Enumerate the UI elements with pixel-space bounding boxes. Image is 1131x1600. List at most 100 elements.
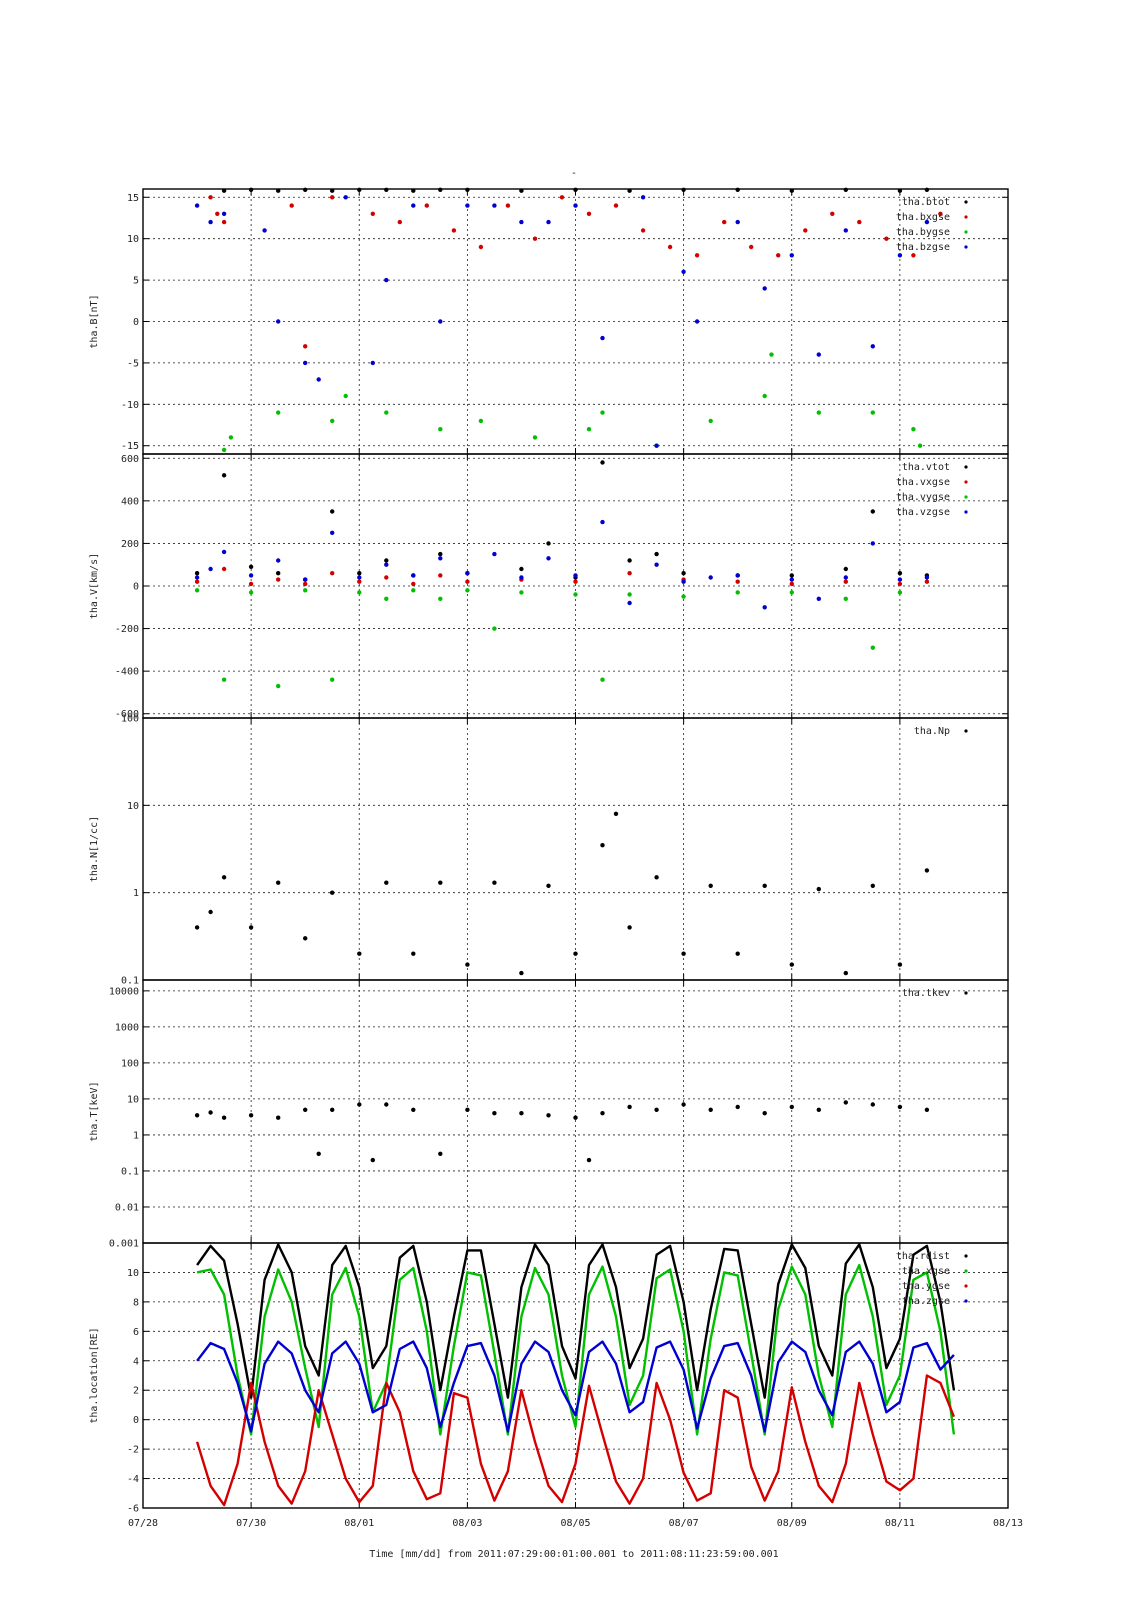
data-point [870, 509, 875, 514]
data-point [330, 418, 335, 424]
data-point [627, 1104, 632, 1110]
data-point [857, 219, 862, 225]
y-tick-label: 100 [121, 714, 139, 725]
data-point [303, 1107, 308, 1113]
data-point [681, 571, 686, 576]
data-point [735, 219, 740, 225]
data-point [303, 577, 308, 582]
data-point [789, 581, 794, 587]
data-point [438, 556, 443, 561]
data-point [411, 588, 416, 593]
data-point [789, 590, 794, 595]
data-point [681, 594, 686, 599]
data-point [654, 562, 659, 567]
data-point [667, 244, 673, 250]
data-point [654, 875, 659, 880]
y-tick-label: 10000 [109, 986, 139, 997]
data-point [627, 558, 632, 563]
legend-label: tha.btot [902, 197, 950, 208]
y-tick-label: -4 [127, 1474, 139, 1485]
data-point [911, 427, 916, 432]
data-point [438, 596, 443, 601]
data-point [194, 579, 200, 584]
data-point [843, 579, 848, 584]
data-point [924, 575, 930, 580]
data-point [465, 187, 470, 192]
y-tick-label: 15 [127, 193, 139, 204]
data-point [681, 951, 686, 956]
series-tha.tkev [194, 1100, 930, 1163]
data-point [357, 579, 362, 584]
data-point [573, 592, 578, 597]
data-point [343, 195, 348, 200]
panel-T: 10000 1000 100 10 1 0.1 0.01 0.001 tha.tkev tha.T… [89, 979, 1009, 1250]
data-point [816, 1107, 821, 1113]
data-point [478, 244, 484, 250]
y-tick-label: 400 [121, 496, 139, 507]
data-point [248, 925, 254, 930]
data-point [776, 253, 781, 258]
legend-label: tha.rdist [896, 1251, 950, 1262]
data-point [816, 886, 821, 892]
data-point [357, 571, 362, 576]
data-point [897, 581, 903, 587]
legend-label: tha.bxgse [896, 212, 950, 223]
data-point [586, 1157, 592, 1163]
data-point [215, 211, 220, 216]
data-point [735, 187, 740, 192]
data-point [438, 573, 443, 578]
data-point [884, 236, 889, 241]
data-point [789, 573, 794, 578]
data-point [924, 1107, 930, 1113]
data-point [762, 1111, 767, 1116]
x-tick-label: 07/30 [236, 1518, 266, 1529]
x-tick-label: 08/03 [452, 1518, 482, 1529]
data-point [573, 573, 578, 578]
legend-label: tha.xgse [902, 1266, 950, 1277]
data-point [221, 447, 227, 453]
panel-V: 600 400 200 0 -200 -400 -600 tha.vtot tha.vxgse t… [89, 453, 1009, 720]
data-point [370, 1157, 375, 1163]
data-point [276, 558, 281, 563]
data-point [870, 344, 875, 349]
data-point [492, 551, 497, 557]
data-point [330, 509, 335, 514]
data-point [248, 1113, 254, 1118]
legend-label: tha.Np [914, 726, 950, 737]
data-point [357, 951, 362, 956]
data-point [438, 551, 443, 557]
data-point [505, 203, 511, 208]
series-tha.xgse [196, 1263, 956, 1436]
data-point [194, 575, 200, 580]
data-point [519, 590, 524, 595]
data-point [613, 203, 619, 208]
data-point [897, 590, 903, 595]
series-line [196, 1243, 956, 1399]
data-point [384, 562, 389, 567]
series-tha.rdist [196, 1243, 956, 1399]
series-tha.vzgse [194, 519, 930, 610]
data-point [194, 571, 200, 576]
y-tick-label: -10 [121, 400, 139, 411]
data-point [384, 575, 389, 580]
data-point [762, 286, 767, 291]
data-point [600, 1111, 605, 1116]
data-point [870, 541, 875, 546]
data-point [789, 1104, 794, 1110]
data-point [546, 219, 551, 225]
data-point [681, 269, 686, 274]
y-tick-label: 0 [133, 1415, 139, 1426]
y-tick-label: -400 [115, 667, 139, 678]
data-point [640, 195, 646, 200]
legend-marker [964, 215, 968, 219]
data-point [870, 883, 875, 888]
data-point [465, 588, 470, 593]
data-point [194, 925, 200, 930]
data-point [600, 677, 605, 682]
legend-label: tha.vzgse [896, 507, 950, 518]
y-tick-label: 10 [127, 234, 139, 245]
grid-V [142, 454, 1009, 718]
data-point [843, 566, 848, 572]
data-point [843, 575, 848, 580]
